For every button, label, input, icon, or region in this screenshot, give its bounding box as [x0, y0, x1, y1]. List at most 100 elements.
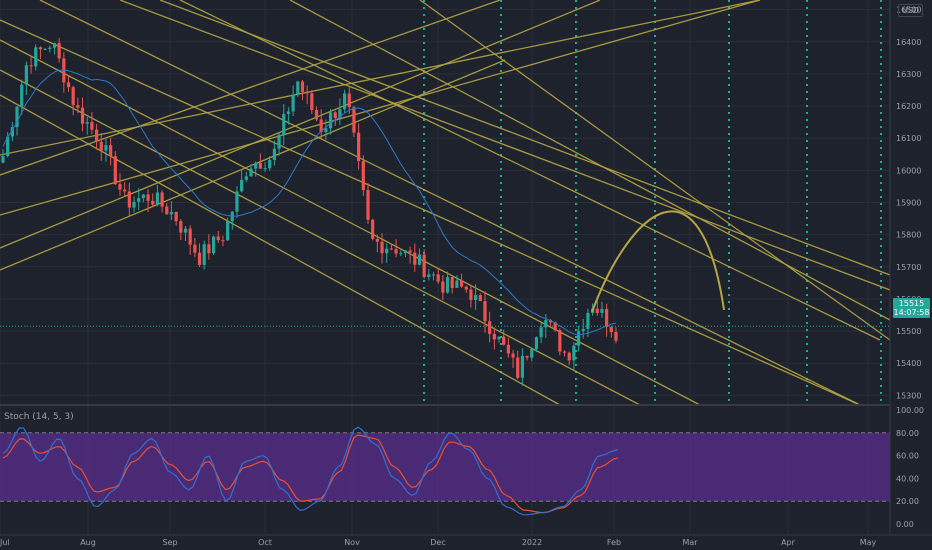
- candle: [85, 116, 89, 135]
- candle: [282, 104, 286, 146]
- time-tick-label: 2022: [522, 538, 542, 547]
- trendline: [0, 0, 501, 176]
- time-tick-label: Sep: [162, 538, 177, 547]
- candle: [441, 274, 445, 301]
- price-tick-label: 16500: [896, 6, 921, 15]
- candle: [310, 90, 314, 114]
- candle: [211, 235, 216, 256]
- candle: [57, 38, 61, 63]
- candle: [474, 284, 478, 310]
- candle: [38, 46, 43, 60]
- candle: [160, 190, 164, 213]
- candle: [581, 318, 585, 339]
- time-tick-label: Jul: [0, 538, 10, 547]
- candle: [197, 243, 202, 267]
- price-tick-label: 15400: [896, 359, 921, 368]
- candle: [459, 273, 464, 288]
- trendline: [159, 0, 891, 276]
- trendline: [0, 0, 761, 156]
- time-tick-label: Mar: [682, 538, 698, 547]
- candle: [483, 291, 487, 333]
- candle: [118, 173, 122, 196]
- candle: [371, 218, 375, 241]
- candle: [207, 234, 211, 260]
- price-tick-label: 15800: [896, 231, 921, 240]
- candle: [43, 48, 47, 50]
- candle: [48, 45, 52, 53]
- candle: [300, 80, 305, 100]
- candle: [123, 182, 127, 196]
- candle: [605, 303, 609, 337]
- candle: [431, 271, 436, 281]
- candle: [296, 80, 300, 97]
- trendline: [0, 39, 701, 406]
- time-tick-label: Feb: [607, 538, 621, 547]
- currency-badge[interactable]: USD: [898, 4, 924, 17]
- candle: [352, 105, 356, 138]
- stoch-tick-label: 40.00: [896, 474, 919, 483]
- stoch-k-line: [2, 426, 619, 516]
- candle: [99, 132, 103, 161]
- time-tick-label: May: [860, 538, 877, 547]
- candle: [399, 250, 403, 257]
- candle: [614, 327, 618, 344]
- candle: [286, 107, 291, 125]
- price-tick-label: 16400: [896, 38, 921, 47]
- candle: [94, 124, 99, 150]
- candle: [357, 123, 361, 170]
- candle: [338, 98, 342, 125]
- candle: [600, 301, 604, 318]
- candle: [478, 293, 482, 302]
- candle: [497, 336, 501, 343]
- candle: [155, 184, 160, 207]
- candle: [305, 85, 309, 105]
- candle: [422, 249, 426, 279]
- candle: [576, 325, 581, 352]
- candles: [1, 38, 618, 386]
- candle: [389, 243, 393, 251]
- stoch-tick-label: 80.00: [896, 429, 919, 438]
- candle: [488, 311, 492, 343]
- candle: [80, 97, 85, 132]
- candle: [520, 348, 525, 386]
- candle: [324, 119, 328, 140]
- candle: [385, 243, 389, 263]
- current-price-badge: 15515 14:07:58: [893, 298, 930, 318]
- stoch-tick-label: 20.00: [896, 497, 919, 506]
- candle: [272, 140, 277, 166]
- stoch-indicator-label[interactable]: Stoch (14, 5, 3): [4, 412, 74, 422]
- candle: [235, 186, 239, 218]
- candle: [29, 57, 33, 74]
- candle: [240, 169, 244, 193]
- time-axis: Jul Aug Sep Oct Nov Dec 2022 Feb Mar Apr May: [0, 538, 877, 547]
- trendlines: [0, 0, 891, 406]
- candle: [109, 137, 113, 166]
- candle: [291, 85, 295, 117]
- stoch-tick-label: 0.00: [896, 520, 914, 529]
- candle: [361, 155, 365, 196]
- time-tick-label: Apr: [781, 538, 796, 547]
- candle: [183, 225, 188, 241]
- candle: [174, 211, 178, 226]
- candle: [10, 121, 14, 142]
- price-tick-label: 15500: [896, 327, 921, 336]
- candle: [516, 350, 520, 380]
- candle: [511, 350, 515, 369]
- candle: [380, 233, 384, 264]
- candle: [567, 351, 571, 366]
- candle: [24, 61, 28, 96]
- trendline: [179, 0, 881, 341]
- trendline: [289, 0, 891, 321]
- candle: [455, 275, 459, 288]
- time-tick-label: Nov: [344, 538, 360, 547]
- candle: [263, 162, 267, 172]
- price-axis: 16500 16400 16300 16200 16100 16000 15900 15800…: [896, 6, 921, 401]
- candle: [328, 109, 333, 135]
- candle: [226, 217, 230, 241]
- candle: [319, 109, 323, 139]
- candle: [347, 87, 351, 114]
- current-price-value: 15515: [898, 299, 925, 308]
- candle: [169, 201, 174, 221]
- candle: [366, 183, 370, 225]
